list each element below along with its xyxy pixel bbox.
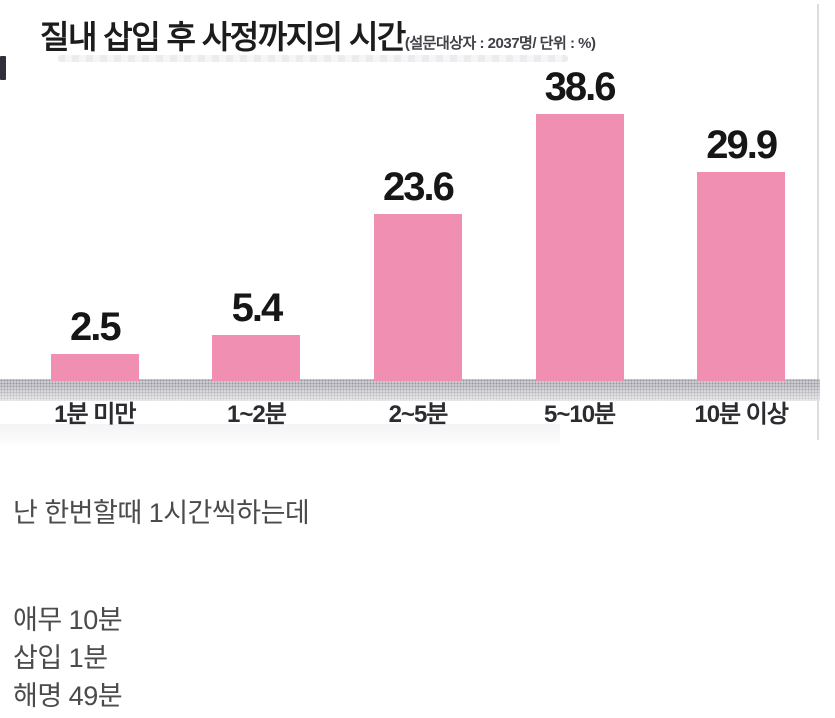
- bar-value-label: 38.6: [544, 65, 617, 109]
- post-text-line: 난 한번할때 1시간씩하는데: [13, 498, 310, 528]
- category-label: 1분 미만: [54, 401, 136, 428]
- bars: 2.5 5.4 23.6 38.6 29.9: [14, 0, 822, 381]
- bar-value-label: 5.4: [231, 286, 284, 330]
- scan-artifact-left-mark: [0, 56, 6, 80]
- scan-artifact-right-edge: [817, 4, 819, 440]
- bar: [697, 172, 786, 381]
- post-text-group: 애무 10분 삽입 1분 해명 49분: [13, 601, 821, 715]
- bar: [373, 214, 462, 381]
- bar-group: 38.6: [499, 65, 661, 381]
- bar: [535, 114, 624, 381]
- post-text-line: 해명 49분: [13, 681, 123, 711]
- bar-group: 23.6: [337, 165, 499, 381]
- post-body: 난 한번할때 1시간씩하는데 애무 10분 삽입 1분 해명 49분: [0, 447, 835, 715]
- category-label: 10분 이상: [694, 401, 789, 428]
- chart-title: 질내 삽입 후 사정까지의 시간: [40, 19, 406, 55]
- category-label: 5~10분: [544, 401, 616, 428]
- scan-artifact-bottom-smudge: [0, 424, 560, 444]
- bar-value-label: 2.5: [69, 305, 122, 349]
- bar: [50, 354, 139, 381]
- bar-value-label: 23.6: [383, 165, 455, 209]
- chart-subtitle: (설문대상자 : 2037명/ 단위 : %): [404, 35, 596, 52]
- chart-baseline-band: [0, 379, 820, 401]
- bar-group: 2.5: [14, 305, 176, 381]
- category-label: 1~2분: [226, 401, 287, 428]
- post-chart-image[interactable]: 질내 삽입 후 사정까지의 시간(설문대상자 : 2037명/ 단위 : %) …: [0, 0, 835, 447]
- bar-value-label: 29.9: [706, 123, 778, 167]
- bar-group: 5.4: [176, 286, 338, 381]
- chart-title-row: 질내 삽입 후 사정까지의 시간(설문대상자 : 2037명/ 단위 : %): [40, 12, 596, 58]
- category-label: 2~5분: [388, 401, 449, 428]
- scan-artifact-title-smudge: [58, 55, 568, 62]
- post-text-line: 삽입 1분: [13, 643, 108, 673]
- category-labels: 1분 미만 1~2분 2~5분 5~10분 10분 이상: [14, 394, 822, 429]
- bar-group: 29.9: [660, 123, 822, 381]
- bar: [212, 335, 301, 381]
- post-text-line: 애무 10분: [13, 605, 123, 635]
